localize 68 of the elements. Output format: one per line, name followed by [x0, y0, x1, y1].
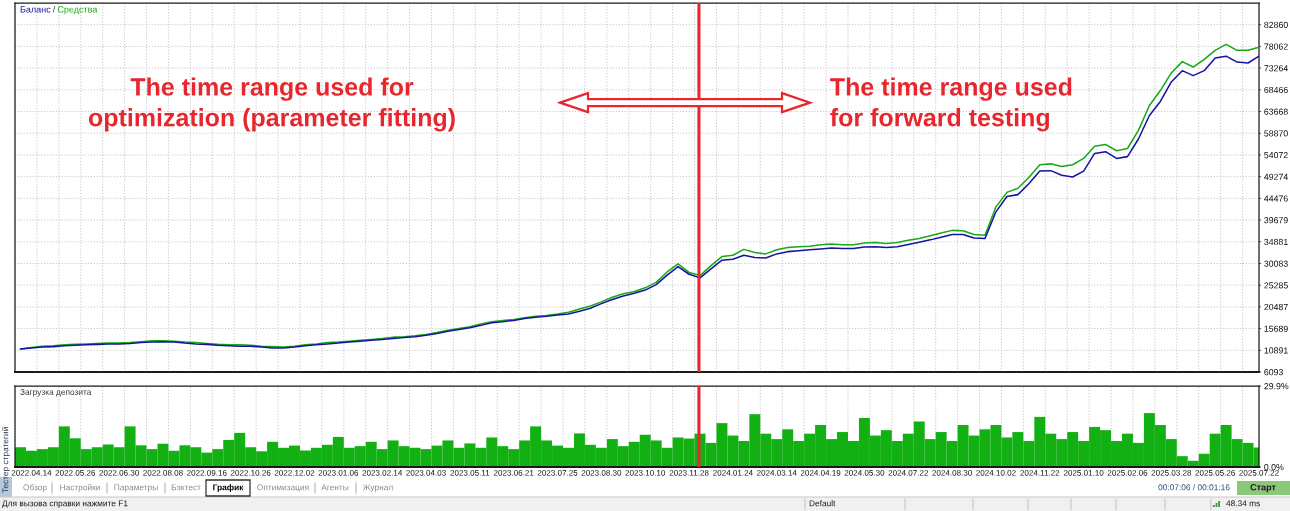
y-tick-label: 78062 [1264, 43, 1288, 50]
x-tick-label: 2024.01.24 [713, 469, 753, 476]
text: 48.34 ms [1226, 500, 1260, 507]
x-tick-label: 2023.11.28 [669, 469, 709, 476]
x-tick-label: 2022.04.14 [11, 469, 52, 476]
x-tick-label: 2023.01.06 [318, 469, 359, 476]
text: Агенты [321, 484, 349, 491]
y-tick-label: 29.9% [1264, 383, 1289, 390]
y-tick-label: 25285 [1264, 282, 1288, 289]
x-tick-label: 2024.11.22 [1020, 469, 1060, 476]
x-tick-label: 2022.09.16 [187, 469, 227, 476]
y-tick-label: 54072 [1264, 152, 1288, 159]
x-tick-label: 2022.10.26 [230, 469, 271, 476]
y-tick-label: 39679 [1264, 217, 1288, 224]
x-tick-label: 2023.07.25 [537, 469, 578, 476]
text: Средства [57, 6, 98, 15]
text: Default [809, 500, 836, 507]
text: Баланс [20, 6, 51, 13]
x-tick-label: 2024.05.30 [844, 469, 885, 476]
x-tick-label: 2023.10.10 [625, 469, 666, 476]
y-tick-label: 34881 [1264, 238, 1288, 246]
text: Бэктест [171, 484, 201, 491]
annotation: / [52, 5, 56, 13]
text: Оптимизация [257, 484, 309, 492]
x-tick-label: 2024.03.14 [756, 469, 797, 476]
x-tick-label: 2023.06.21 [493, 469, 534, 476]
y-tick-label: 20487 [1264, 303, 1288, 311]
text: График [213, 484, 244, 492]
text: Для вызова справки нажмите F1 [2, 500, 128, 508]
text: Тестер стратегий [2, 427, 10, 494]
annotation: The time range used for optimization (parameter fitting) [88, 77, 455, 132]
annotation: The time range used for forward testing [830, 77, 1072, 132]
y-tick-label: 6093 [1264, 369, 1283, 376]
x-tick-label: 2025.03.28 [1151, 469, 1192, 476]
x-tick-label: 2024.04.19 [800, 469, 841, 476]
text: Настройки [60, 484, 100, 492]
text: Обзор [23, 484, 47, 492]
x-tick-label: 2025.02.06 [1107, 469, 1148, 476]
y-tick-label: 63668 [1264, 108, 1288, 115]
x-tick-label: 2022.05.26 [55, 469, 96, 476]
x-tick-label: 2023.05.11 [450, 469, 490, 476]
x-tick-label: 2022.06.30 [99, 469, 139, 476]
y-tick-label: 82860 [1264, 21, 1288, 28]
x-tick-label: 2024.07.22 [888, 469, 929, 476]
x-tick-label: 2024.08.30 [932, 469, 972, 476]
x-tick-label: 2023.04.03 [406, 469, 446, 476]
text: Параметры [114, 484, 158, 492]
y-tick-label: 15689 [1264, 325, 1288, 332]
x-tick-label: 2023.02.14 [362, 469, 403, 476]
text: Журнал [362, 484, 393, 492]
text: Старт [1250, 484, 1276, 493]
x-tick-label: 2025.05.26 [1195, 469, 1235, 476]
y-tick-label: 73264 [1264, 65, 1288, 72]
x-tick-label: 2022.08.08 [143, 469, 183, 476]
y-tick-label: 0.0% [1264, 464, 1284, 471]
x-tick-label: 2025.01.10 [1063, 469, 1104, 476]
y-tick-label: 30083 [1264, 260, 1288, 267]
y-tick-label: 44476 [1264, 195, 1288, 202]
y-tick-label: 10891 [1264, 347, 1288, 354]
text: 00:07:06 / 00:01:16 [1158, 484, 1230, 491]
x-tick-label: 2025.07.22 [1239, 469, 1279, 476]
y-tick-label: 58870 [1264, 130, 1288, 137]
y-tick-label: 49274 [1264, 173, 1288, 180]
y-tick-label: 68466 [1264, 86, 1288, 94]
x-tick-label: 2023.08.30 [581, 469, 622, 476]
chart-title: Загрузка депозита [20, 389, 92, 397]
x-tick-label: 2022.12.02 [274, 469, 315, 476]
x-tick-label: 2024.10.02 [976, 469, 1016, 476]
